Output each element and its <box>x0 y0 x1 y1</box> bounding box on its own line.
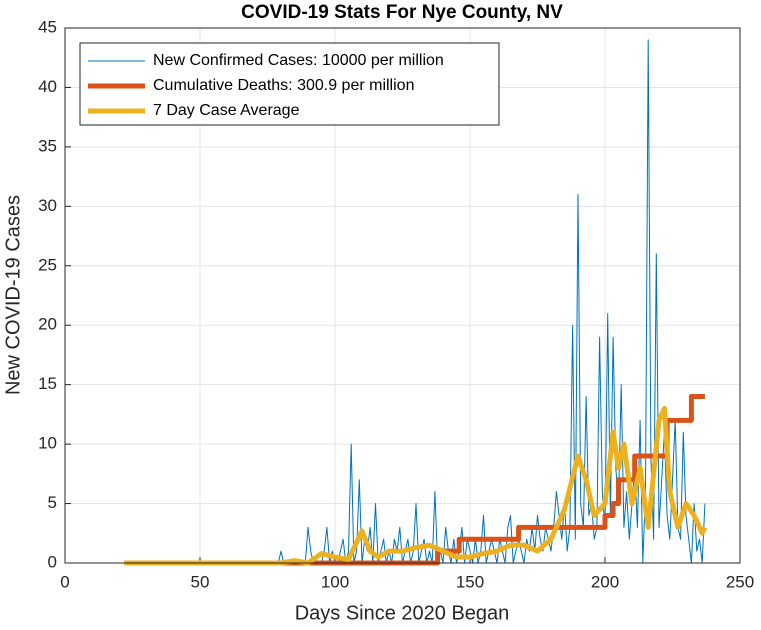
y-tick-label: 10 <box>38 434 57 453</box>
axes-box <box>64 27 741 564</box>
y-tick-label: 30 <box>38 196 57 215</box>
y-tick-label: 5 <box>48 493 57 512</box>
x-tick-label: 150 <box>456 572 484 591</box>
series-line <box>124 405 708 566</box>
y-tick-label: 20 <box>38 315 57 334</box>
legend-label: Cumulative Deaths: 300.9 per million <box>153 77 414 94</box>
y-axis-label: New COVID-19 Cases <box>2 195 24 395</box>
x-tick-label: 250 <box>726 572 754 591</box>
x-tick-label: 200 <box>591 572 619 591</box>
legend-box <box>79 42 500 126</box>
y-tick-label: 35 <box>38 136 57 155</box>
x-axis-label: Days Since 2020 Began <box>295 602 510 624</box>
x-tick-label: 100 <box>321 572 349 591</box>
chart-title: COVID-19 Stats For Nye County, NV <box>241 2 563 23</box>
x-tick-label: 50 <box>191 572 210 591</box>
legend-label: 7 Day Case Average <box>153 102 300 119</box>
y-tick-label: 40 <box>38 77 57 96</box>
x-tick-label: 0 <box>60 572 69 591</box>
y-tick-label: 0 <box>48 552 57 571</box>
legend-label: New Confirmed Cases: 10000 per million <box>153 52 444 69</box>
y-tick-label: 15 <box>38 374 57 393</box>
y-tick-label: 25 <box>38 255 57 274</box>
y-tick-label: 45 <box>38 17 57 36</box>
